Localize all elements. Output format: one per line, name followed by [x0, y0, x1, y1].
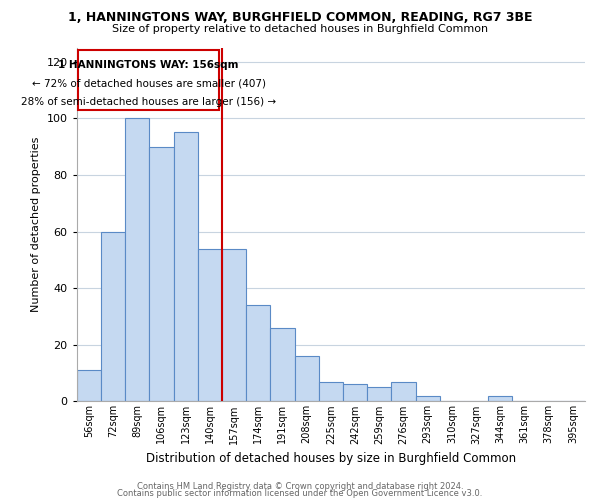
Bar	[295, 356, 319, 402]
Bar	[149, 146, 173, 402]
Text: Contains public sector information licensed under the Open Government Licence v3: Contains public sector information licen…	[118, 489, 482, 498]
FancyBboxPatch shape	[78, 50, 220, 110]
Bar	[271, 328, 295, 402]
Bar	[101, 232, 125, 402]
Bar	[319, 382, 343, 402]
Bar	[367, 387, 391, 402]
Text: 28% of semi-detached houses are larger (156) →: 28% of semi-detached houses are larger (…	[21, 97, 276, 107]
X-axis label: Distribution of detached houses by size in Burghfield Common: Distribution of detached houses by size …	[146, 452, 516, 465]
Bar	[246, 305, 271, 402]
Text: 1, HANNINGTONS WAY, BURGHFIELD COMMON, READING, RG7 3BE: 1, HANNINGTONS WAY, BURGHFIELD COMMON, R…	[68, 11, 532, 24]
Bar	[125, 118, 149, 402]
Bar	[173, 132, 198, 402]
Bar	[391, 382, 416, 402]
Bar	[488, 396, 512, 402]
Text: ← 72% of detached houses are smaller (407): ← 72% of detached houses are smaller (40…	[32, 78, 266, 88]
Bar	[222, 248, 246, 402]
Text: 1 HANNINGTONS WAY: 156sqm: 1 HANNINGTONS WAY: 156sqm	[58, 60, 239, 70]
Bar	[77, 370, 101, 402]
Bar	[416, 396, 440, 402]
Text: Size of property relative to detached houses in Burghfield Common: Size of property relative to detached ho…	[112, 24, 488, 34]
Bar	[343, 384, 367, 402]
Bar	[198, 248, 222, 402]
Y-axis label: Number of detached properties: Number of detached properties	[31, 137, 41, 312]
Text: Contains HM Land Registry data © Crown copyright and database right 2024.: Contains HM Land Registry data © Crown c…	[137, 482, 463, 491]
